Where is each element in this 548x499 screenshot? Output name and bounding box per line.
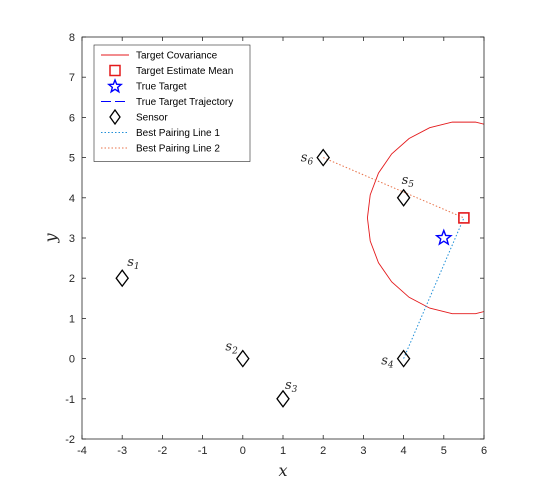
y-tick-label: 0 (69, 354, 75, 366)
legend: Target Covariance Target Estimate Mean Tru… (93, 44, 251, 162)
x-tick-label: -2 (158, 445, 168, 457)
sensor-label: s1 (127, 255, 139, 272)
y-tick-label: 7 (69, 72, 75, 84)
x-tick-label: -1 (198, 445, 208, 457)
x-tick-label: 2 (320, 445, 326, 457)
x-tick-label: 3 (360, 445, 366, 457)
x-tick-label: 1 (280, 445, 286, 457)
sensor-label: s6 (301, 151, 314, 168)
y-tick-label: 6 (69, 112, 75, 124)
y-tick-label: 3 (69, 233, 75, 245)
x-tick-label: -3 (117, 445, 127, 457)
x-tick-label: -4 (77, 445, 87, 457)
sensor-label: s4 (381, 354, 394, 371)
sensor-marker (276, 389, 290, 408)
sensor-marker (235, 349, 250, 368)
x-tick-label: 6 (481, 445, 487, 457)
y-tick-label: -2 (65, 434, 75, 446)
sensor-label: s3 (285, 378, 298, 395)
y-tick-label: 5 (69, 153, 75, 165)
legend-symbol-true-target (106, 78, 124, 94)
legend-box (93, 44, 251, 162)
y-tick-label: 8 (69, 32, 75, 44)
x-tick-label: 4 (401, 445, 407, 457)
y-tick-label: 4 (69, 193, 75, 205)
legend-label: Target Covariance (136, 51, 218, 62)
legend-symbol-mean (109, 64, 121, 77)
target-estimate-mean-marker (458, 212, 470, 224)
target-covariance-ellipse (366, 121, 484, 315)
best-pairing-line-1 (403, 217, 465, 359)
true-target-marker (434, 228, 453, 246)
y-tick-label: 1 (69, 313, 75, 325)
sensor-label: s2 (225, 340, 238, 357)
sensor-marker (396, 188, 411, 207)
sensor-marker (115, 269, 130, 288)
x-tick-label: 0 (240, 445, 246, 457)
sensor-marker (316, 148, 331, 167)
legend-label: True Target Trajectory (136, 97, 233, 108)
legend-label: Sensor (136, 113, 168, 124)
legend-label: True Target (136, 82, 187, 93)
legend-label: Best Pairing Line 1 (136, 128, 220, 139)
legend-label: Target Estimate Mean (136, 66, 233, 77)
y-axis-label: y (41, 233, 60, 244)
sensor-marker (396, 349, 411, 368)
legend-symbol-sensor (109, 108, 121, 126)
y-tick-label: 2 (69, 273, 75, 285)
x-axis-label: x (278, 461, 287, 480)
x-tick-label: 5 (441, 445, 447, 457)
sensor-label: s5 (402, 173, 415, 190)
y-tick-label: -1 (65, 394, 75, 406)
legend-label: Best Pairing Line 2 (136, 144, 220, 155)
best-pairing-line-2 (323, 157, 465, 219)
